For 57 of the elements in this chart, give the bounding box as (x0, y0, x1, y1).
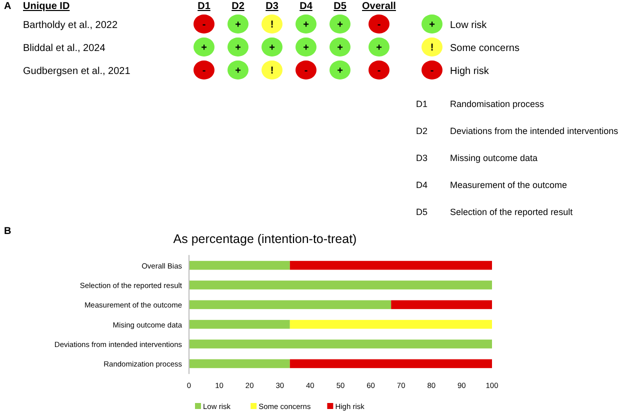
text: D1 (416, 99, 428, 109)
text: High risk (450, 66, 490, 77)
text: Measurement of the outcome (450, 180, 568, 190)
text: Unique ID (23, 1, 70, 12)
text: + (337, 42, 343, 54)
bar (189, 260, 290, 270)
text: - (202, 20, 206, 30)
text: + (337, 66, 343, 76)
text: + (269, 42, 275, 54)
text: + (303, 42, 309, 54)
text: D4 (416, 180, 428, 190)
text: Missing outcome data (450, 153, 538, 163)
category-label: D2 (232, 1, 245, 12)
text: D3 (416, 153, 428, 163)
text: - (430, 66, 434, 76)
bar (290, 359, 492, 368)
text: Low risk (450, 20, 488, 31)
bar (290, 320, 492, 329)
text: Some concerns (450, 43, 520, 54)
text: - (377, 20, 381, 30)
category-label: D1 (198, 1, 211, 12)
category-label: Overall (362, 1, 396, 12)
bar (189, 280, 492, 290)
chart-title: As percentage (intention-to-treat) (173, 232, 357, 246)
bar (189, 340, 492, 348)
bar (290, 260, 492, 270)
bar (391, 300, 492, 310)
text: - (202, 66, 206, 76)
category-label: D4 (300, 1, 313, 12)
category-label: D5 (334, 1, 347, 12)
text: + (201, 42, 207, 54)
category-label: Bliddal et al., 2024 (23, 43, 106, 54)
text: D2 (416, 126, 428, 136)
category-label: D3 (266, 1, 279, 12)
category-label: Gudbergsen et al., 2021 (23, 66, 130, 77)
text: ! (270, 20, 274, 30)
text: + (376, 42, 382, 54)
text: Selection of the reported result (450, 207, 574, 217)
category-label: Bartholdy et al., 2022 (23, 20, 118, 31)
text: D5 (416, 207, 428, 217)
text: ! (430, 42, 434, 54)
text: Deviations from the intended interventions (450, 126, 619, 136)
text: + (235, 66, 241, 76)
text: B (4, 226, 12, 237)
text: + (235, 20, 241, 30)
text: + (303, 20, 309, 30)
text: + (429, 20, 436, 30)
text: + (337, 20, 343, 30)
text: - (377, 66, 381, 76)
text: + (235, 42, 241, 54)
bar (189, 320, 290, 329)
bar (189, 359, 290, 368)
text: - (304, 66, 308, 76)
text: ! (270, 66, 274, 76)
bar (189, 300, 392, 310)
text: Randomisation process (450, 99, 545, 109)
text: A (4, 1, 12, 12)
